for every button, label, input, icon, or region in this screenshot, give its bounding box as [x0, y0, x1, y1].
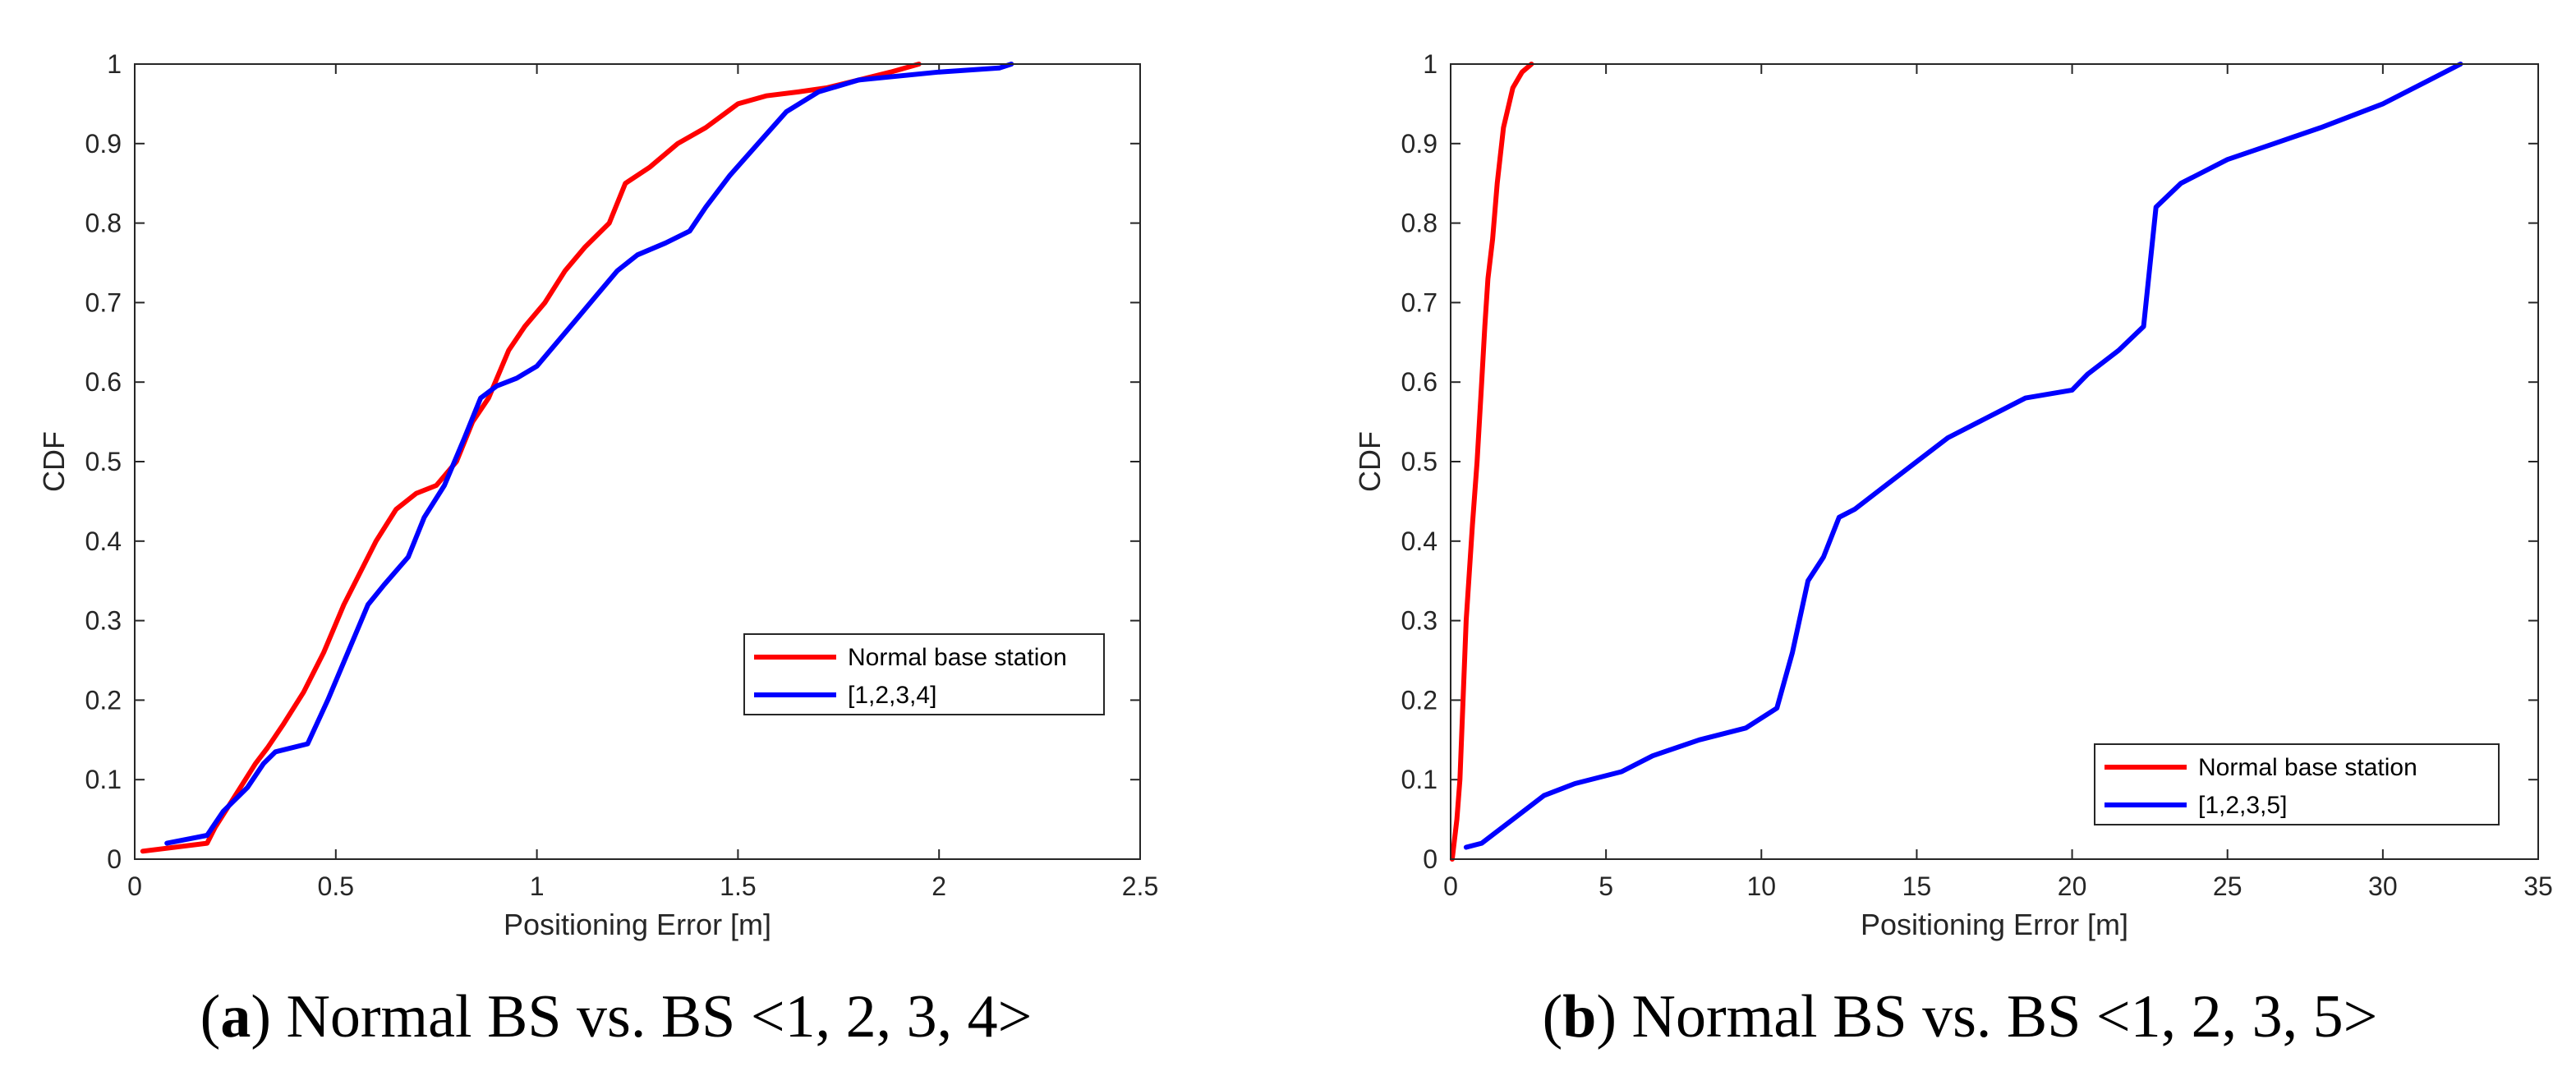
panel-a: 0 0.5 1 1.5 2 2.5 0 0.1 0.2 0.3 0.4 0.5 0.6 0.7 0.8 0.9… — [37, 49, 1158, 1051]
panel-a-y-tick-label: 0.6 — [85, 367, 122, 397]
panel-a-axes-box — [134, 63, 1141, 860]
panel-b-y-axis-label: CDF — [1353, 431, 1387, 492]
panel-b-x-tick-label: 10 — [1746, 871, 1776, 901]
panel-a-legend: Normal base station [1,2,3,4] — [743, 633, 1105, 715]
panel-b-axes-box — [1450, 63, 2539, 860]
panel-b-legend-label-normal: Normal base station — [2198, 754, 2417, 781]
panel-a-y-tick-label: 0.8 — [85, 209, 122, 238]
panel-b-x-axis-label: Positioning Error [m] — [1861, 908, 2128, 941]
panel-b-series-bs-line — [1463, 62, 2463, 850]
panel-b-y-tick-label: 0.2 — [1401, 685, 1438, 715]
panel-b-y-tick-label: 0.8 — [1401, 209, 1438, 238]
panel-a-y-axis-label: CDF — [37, 431, 71, 492]
panel-a-x-tick-label: 0 — [127, 871, 142, 901]
panel-a-series-normal-line — [140, 62, 922, 854]
panel-b-y-tick-label: 0.3 — [1401, 606, 1438, 636]
panel-b-series-normal-line — [1449, 62, 1534, 862]
panel-b-caption-open: ( — [1543, 983, 1563, 1051]
panel-b-y-tick-label: 0.7 — [1401, 287, 1438, 317]
panel-a-y-tick-label: 0.4 — [85, 527, 122, 556]
panel-b-y-tick-label: 0 — [1423, 844, 1438, 874]
panel-a-y-tick-label: 1 — [107, 49, 122, 79]
panel-b-y-tick-label: 0.9 — [1401, 129, 1438, 159]
panel-a-caption-text: ) Normal BS vs. BS <1, 2, 3, 4> — [251, 983, 1032, 1051]
panel-a-y-tick-label: 0.5 — [85, 447, 122, 476]
panel-a-caption: (a) Normal BS vs. BS <1, 2, 3, 4> — [200, 983, 1033, 1051]
panel-a-y-tick-label: 0.7 — [85, 287, 122, 317]
panel-a-y-tick-label: 0.3 — [85, 606, 122, 636]
panel-a-x-tick-label: 2.5 — [1122, 871, 1158, 901]
panel-b-y-tick-label: 1 — [1423, 49, 1438, 79]
panel-a-x-tick-label: 0.5 — [318, 871, 354, 901]
panel-a-x-tick-label: 2 — [932, 871, 946, 901]
panel-a-y-tick-label: 0.9 — [85, 129, 122, 159]
panel-a-legend-box — [743, 633, 1105, 715]
panel-a-legend-label-bs: [1,2,3,4] — [848, 682, 936, 709]
panel-a-caption-letter: a — [220, 983, 251, 1051]
panel-b-x-tick-label: 35 — [2523, 871, 2553, 901]
panel-a-legend-label-normal: Normal base station — [848, 644, 1067, 671]
panel-b-legend: Normal base station [1,2,3,5] — [2094, 743, 2500, 825]
panel-b-legend-label-bs: [1,2,3,5] — [2198, 792, 2287, 819]
panel-b-x-tick-label: 20 — [2058, 871, 2087, 901]
panel-a-series-bs-line — [164, 62, 1014, 846]
panel-b-caption-text: ) Normal BS vs. BS <1, 2, 3, 5> — [1596, 983, 2377, 1051]
panel-b-x-tick-label: 30 — [2368, 871, 2398, 901]
panel-b-x-tick-label: 5 — [1598, 871, 1613, 901]
panel-a-tick-labels: 0 0.5 1 1.5 2 2.5 0 0.1 0.2 0.3 0.4 0.5 0.6 0.7 0.8 0.9… — [85, 49, 1159, 901]
panel-b-y-tick-label: 0.4 — [1401, 527, 1438, 556]
panel-b-y-tick-label: 0.1 — [1401, 765, 1438, 794]
panel-b-y-tick-label: 0.6 — [1401, 367, 1438, 397]
panel-a-y-tick-label: 0.2 — [85, 685, 122, 715]
panel-a-y-tick-label: 0 — [107, 844, 122, 874]
panel-b-caption-letter: b — [1562, 983, 1596, 1051]
panel-a-x-tick-label: 1 — [530, 871, 545, 901]
panel-a-series — [140, 62, 1014, 854]
panel-a-caption-open: ( — [200, 983, 221, 1051]
panel-a-x-axis-label: Positioning Error [m] — [504, 908, 771, 941]
panel-b-y-tick-label: 0.5 — [1401, 447, 1438, 476]
panel-a-x-tick-label: 1.5 — [720, 871, 756, 901]
panel-b-tick-labels: 0 5 10 15 20 25 30 35 0 0.1 0.2 0.3 0.4 0.5 0.6 0.7 0.8 0… — [1401, 49, 2553, 901]
panel-b: 0 5 10 15 20 25 30 35 0 0.1 0.2 0.3 0.4 0.5 0.6 0.7 0.8 0… — [1353, 49, 2553, 1051]
panel-b-x-tick-label: 0 — [1443, 871, 1458, 901]
panel-a-y-tick-label: 0.1 — [85, 765, 122, 794]
panel-b-caption: (b) Normal BS vs. BS <1, 2, 3, 5> — [1543, 983, 2378, 1051]
panel-b-x-tick-label: 15 — [1902, 871, 1932, 901]
panel-b-legend-box — [2094, 743, 2500, 825]
panel-b-x-tick-label: 25 — [2213, 871, 2242, 901]
panel-b-series — [1449, 62, 2463, 862]
